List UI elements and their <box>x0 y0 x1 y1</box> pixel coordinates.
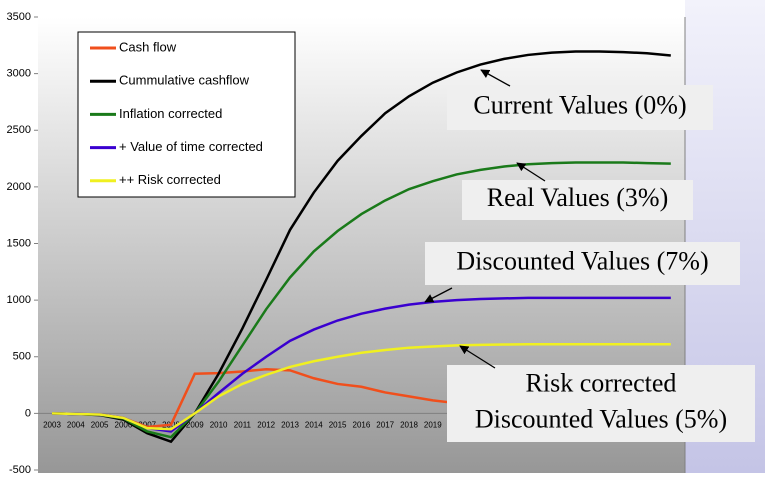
x-tick-label: 2004 <box>67 420 85 429</box>
annotation-box <box>462 180 693 220</box>
legend-label: Inflation corrected <box>119 106 222 121</box>
annotation-arrow <box>516 162 546 182</box>
annotation-box <box>447 85 713 130</box>
annotation-text: Current Values (0%) <box>473 90 686 119</box>
x-tick-label: 2006 <box>115 420 133 429</box>
legend-label: Cash flow <box>119 39 177 54</box>
x-tick-label: 2016 <box>353 420 371 429</box>
annotation-box <box>425 242 740 285</box>
legend-label: Cummulative cashflow <box>119 73 250 88</box>
x-tick-label: 2015 <box>329 420 347 429</box>
annotation-arrow <box>424 287 453 303</box>
y-tick-label: 500 <box>13 351 31 363</box>
x-tick-label: 2003 <box>43 420 61 429</box>
x-tick-label: 2005 <box>91 420 109 429</box>
y-tick-label: 3000 <box>7 68 31 80</box>
legend-label: ++ Risk corrected <box>119 172 221 187</box>
y-tick-label: -500 <box>9 464 31 473</box>
x-tick-label: 2011 <box>234 420 252 429</box>
x-tick-label: 2013 <box>281 420 299 429</box>
series-line <box>51 343 671 431</box>
x-tick-label: 2010 <box>210 420 228 429</box>
annotation-arrow <box>459 345 496 369</box>
annotation-box <box>447 365 755 442</box>
annotation-text: Risk corrected <box>526 368 677 397</box>
y-tick-label: 1000 <box>7 294 31 306</box>
x-tick-label: 2017 <box>376 420 394 429</box>
x-tick-label: 2014 <box>305 420 323 429</box>
annotation-arrow <box>480 69 511 87</box>
annotation-text: Discounted Values (7%) <box>456 246 708 275</box>
annotation-text: Discounted Values (5%) <box>475 404 727 433</box>
y-tick-label: 0 <box>25 407 31 419</box>
series-line <box>51 161 671 439</box>
y-tick-label: 1500 <box>7 237 31 249</box>
x-tick-label: 2009 <box>186 420 204 429</box>
y-tick-label: 3500 <box>7 11 31 23</box>
y-tick-label: 2500 <box>7 124 31 136</box>
annotation-text: Real Values (3%) <box>487 183 668 212</box>
x-tick-label: 2019 <box>424 420 442 429</box>
x-tick-label: 2007 <box>138 420 156 429</box>
legend-label: + Value of time corrected <box>119 139 263 154</box>
series-line <box>51 50 671 444</box>
x-tick-label: 2018 <box>400 420 418 429</box>
y-tick-label: 2000 <box>7 181 31 193</box>
x-tick-label: 2012 <box>257 420 275 429</box>
